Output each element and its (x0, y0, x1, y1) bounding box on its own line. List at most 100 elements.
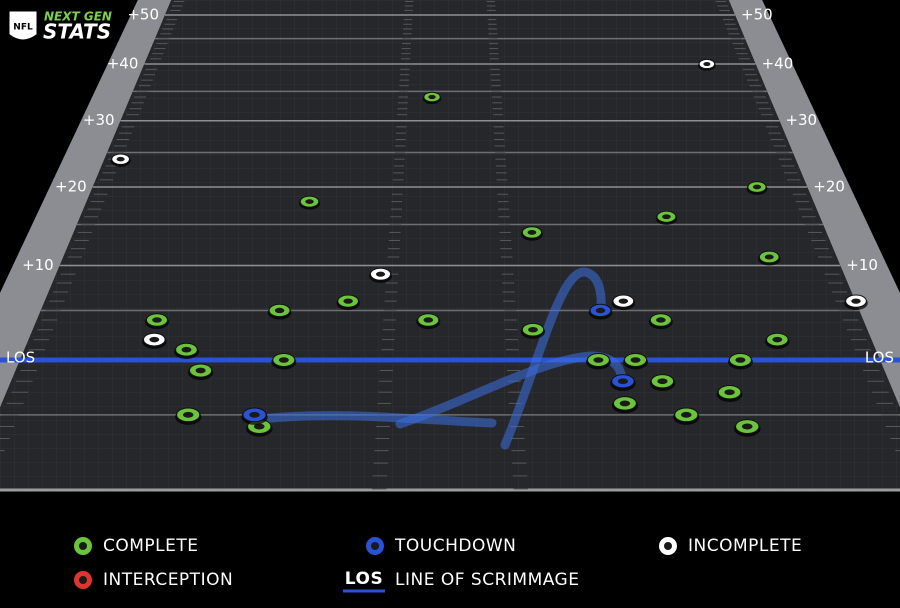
pass-point (142, 332, 167, 349)
y-tick-label: +50 (741, 5, 773, 23)
pass-point (271, 352, 297, 370)
pass-point (655, 210, 678, 225)
logo-shield (9, 11, 37, 40)
point-center (195, 367, 206, 374)
y-tick-label: +50 (127, 5, 159, 23)
point-center (278, 357, 289, 363)
point-center (617, 378, 629, 385)
point-center (703, 62, 711, 67)
point-center (764, 254, 774, 260)
pass-point (611, 294, 636, 311)
legend-swatch-center (79, 576, 87, 584)
point-center (681, 411, 692, 418)
point-center (656, 317, 666, 323)
y-tick-label: +20 (813, 177, 845, 195)
pass-point (588, 303, 613, 320)
point-center (618, 298, 629, 304)
point-center (149, 336, 160, 343)
legend-label: TOUCHDOWN (394, 536, 516, 556)
legend: COMPLETE TOUCHDOWN INCOMPLETE INTERCEPTION L… (74, 536, 802, 593)
point-center (343, 298, 353, 304)
point-center (741, 423, 753, 430)
point-center (428, 94, 436, 100)
point-center (657, 378, 668, 385)
point-center (772, 336, 783, 343)
pass-point (673, 407, 700, 425)
point-center (423, 317, 434, 323)
route-trail (500, 267, 606, 450)
legend-label: INTERCEPTION (103, 570, 233, 590)
point-center (735, 357, 746, 363)
point-center (181, 346, 192, 353)
y-tick-label: +20 (55, 177, 87, 195)
pass-point (716, 385, 743, 403)
los-legend-symbol: LOS (345, 569, 383, 589)
pass-point (520, 226, 543, 241)
brand-bottom: STATS (43, 20, 111, 44)
point-center (752, 184, 762, 190)
pass-points (110, 58, 868, 437)
legend-label: LINE OF SCRIMMAGE (395, 570, 579, 590)
pass-point (175, 407, 202, 425)
legend-label: INCOMPLETE (688, 536, 802, 556)
point-center (182, 411, 194, 418)
legend-swatch-center (79, 542, 87, 550)
y-tick-label: LOS (6, 348, 35, 366)
pass-point (520, 322, 546, 339)
y-tick-label: +30 (785, 111, 817, 129)
point-center (527, 229, 537, 235)
pass-point (336, 294, 360, 311)
pass-point (648, 313, 673, 330)
pass-point (610, 374, 636, 391)
route-trails (249, 267, 627, 450)
pass-point (174, 342, 199, 360)
pass-point (144, 313, 169, 330)
point-center (662, 214, 671, 220)
turf-texture (0, 0, 900, 490)
point-center (593, 357, 604, 363)
point-center (116, 156, 125, 162)
pass-point (733, 419, 761, 437)
y-tick-label: +10 (22, 256, 54, 274)
point-center (851, 298, 861, 304)
legend-swatch-center (371, 542, 379, 550)
pass-point (110, 153, 131, 167)
y-tick-label: +40 (107, 55, 139, 73)
legend-label: COMPLETE (103, 536, 199, 556)
point-center (375, 271, 386, 277)
point-center (630, 357, 641, 363)
pass-point (623, 352, 649, 370)
route-trail (395, 351, 627, 429)
pass-point (187, 363, 214, 381)
pass-point (267, 303, 292, 320)
point-center (595, 307, 606, 314)
pass-point (416, 313, 441, 330)
pass-point (585, 352, 611, 370)
y-tick-label: +30 (83, 111, 115, 129)
pass-point (298, 195, 321, 210)
point-center (724, 389, 735, 396)
point-center (528, 326, 538, 333)
point-center (249, 411, 260, 418)
pass-point (649, 374, 676, 391)
pass-point (369, 267, 392, 283)
y-tick-label: LOS (865, 348, 894, 366)
point-center (305, 199, 314, 204)
pass-point (757, 250, 781, 266)
point-center (619, 400, 631, 407)
point-center (152, 317, 162, 323)
sideline (728, 0, 900, 408)
pass-point (611, 396, 638, 414)
pass-point (844, 294, 868, 311)
pass-point (422, 91, 442, 105)
pass-point (241, 407, 268, 425)
y-tick-label: +10 (846, 256, 878, 274)
legend-swatch-center (664, 542, 672, 550)
point-center (274, 307, 285, 314)
field: LOS LOS +10 +10 +20 +20 +30 +30 +40 +40 +50 +50 (0, 0, 900, 492)
point-center (253, 423, 265, 430)
pass-point (697, 58, 716, 71)
logo-text: NFL (13, 23, 33, 33)
brand-top: NEXT GEN (44, 10, 112, 24)
